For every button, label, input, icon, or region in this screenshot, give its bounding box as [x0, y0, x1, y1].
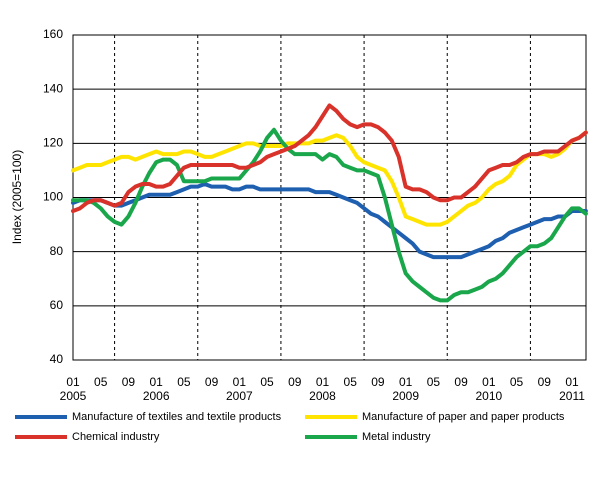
x-year-label: 2010 [475, 389, 502, 403]
x-year-label: 2009 [392, 389, 419, 403]
x-tick-label: 09 [122, 375, 136, 389]
legend-label: Metal industry [362, 431, 431, 443]
x-tick-label: 01 [316, 375, 330, 389]
series-line [71, 127, 588, 303]
x-tick-label: 05 [510, 375, 524, 389]
legend-label: Manufacture of textiles and textile prod… [72, 411, 282, 423]
x-tick-label: 09 [538, 375, 552, 389]
x-tick-label: 01 [66, 375, 80, 389]
x-year-label: 2005 [60, 389, 87, 403]
y-tick-label: 120 [43, 136, 63, 150]
y-tick-label: 100 [43, 190, 63, 204]
x-year-label: 2008 [309, 389, 336, 403]
x-tick-label: 09 [454, 375, 468, 389]
x-tick-label: 09 [205, 375, 219, 389]
series-line [71, 130, 588, 227]
x-tick-label: 01 [565, 375, 579, 389]
series-line [71, 103, 588, 214]
x-tick-label: 01 [399, 375, 413, 389]
y-tick-label: 140 [43, 81, 63, 95]
series-line [71, 181, 588, 260]
y-tick-label: 60 [50, 298, 64, 312]
x-tick-label: 05 [344, 375, 358, 389]
y-axis-title: Index (2005=100) [10, 150, 24, 244]
legend-label: Chemical industry [72, 431, 160, 443]
x-tick-label: 09 [288, 375, 302, 389]
x-tick-label: 05 [427, 375, 441, 389]
x-tick-label: 01 [233, 375, 247, 389]
x-tick-label: 05 [177, 375, 191, 389]
y-tick-label: 40 [50, 352, 64, 366]
x-year-label: 2011 [559, 389, 585, 403]
y-tick-label: 80 [50, 244, 64, 258]
x-tick-label: 09 [371, 375, 385, 389]
y-tick-label: 160 [43, 27, 63, 41]
x-tick-label: 05 [94, 375, 108, 389]
x-tick-label: 05 [260, 375, 274, 389]
plot-frame [72, 34, 587, 361]
x-tick-label: 01 [149, 375, 163, 389]
legend-label: Manufacture of paper and paper products [362, 411, 565, 423]
x-year-label: 2007 [226, 389, 253, 403]
x-year-label: 2006 [143, 389, 170, 403]
x-tick-label: 01 [482, 375, 496, 389]
